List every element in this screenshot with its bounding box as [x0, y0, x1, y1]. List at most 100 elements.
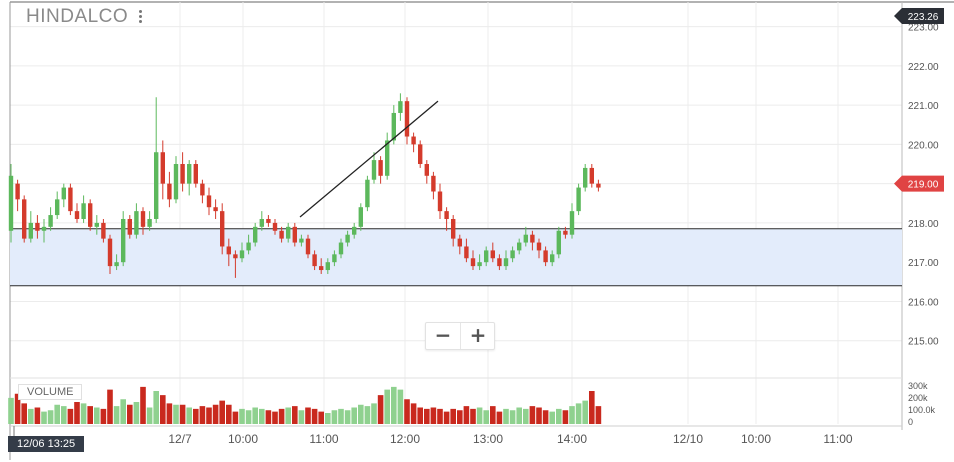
- volume-bar: [371, 403, 377, 424]
- volume-bar: [61, 406, 67, 424]
- volume-bar: [397, 389, 404, 424]
- volume-bar: [206, 407, 212, 424]
- volume-bar: [476, 407, 483, 424]
- volume-bar: [272, 411, 278, 424]
- candle: [292, 222, 297, 247]
- candle: [464, 238, 469, 263]
- candle: [517, 238, 522, 255]
- volume-label: VOLUME: [18, 384, 83, 400]
- candle: [576, 183, 581, 216]
- volume-bar: [28, 408, 34, 424]
- volume-bar: [483, 410, 489, 424]
- volume-bar: [384, 389, 390, 424]
- candle: [312, 250, 317, 271]
- svg-text:219.00: 219.00: [908, 180, 939, 191]
- candle: [193, 160, 198, 188]
- candle: [418, 140, 423, 168]
- more-options-icon[interactable]: [136, 8, 144, 26]
- volume-bar: [173, 404, 179, 424]
- candle: [61, 183, 66, 208]
- volume-bar: [245, 410, 252, 424]
- volume-bar: [443, 411, 450, 424]
- candle: [41, 218, 47, 243]
- candle: [206, 187, 212, 216]
- price-tick-label: 216.00: [908, 297, 939, 308]
- candle: [15, 179, 20, 212]
- volume-bar: [542, 410, 549, 424]
- time-tick-label: 11:00: [823, 432, 852, 446]
- candle: [160, 140, 165, 200]
- candle: [536, 238, 542, 259]
- zoom-in-button[interactable]: +: [460, 323, 495, 349]
- volume-bar: [14, 393, 21, 424]
- volume-bar: [219, 400, 225, 424]
- candle: [246, 234, 251, 255]
- volume-bar: [364, 406, 371, 424]
- volume-bar: [470, 408, 476, 424]
- candle: [319, 258, 324, 274]
- volume-bar: [404, 399, 410, 424]
- volume-bar: [523, 408, 529, 424]
- candle: [55, 191, 60, 219]
- trendline[interactable]: [299, 100, 439, 218]
- trendline-segment: [299, 100, 439, 218]
- candle: [200, 179, 205, 204]
- price-tick-label: 218.00: [908, 219, 939, 230]
- volume-bar: [34, 407, 41, 424]
- price-tick-label: 215.00: [908, 337, 939, 348]
- volume-bar: [463, 406, 470, 424]
- candle: [583, 164, 588, 192]
- price-tick-label: 220.00: [908, 140, 939, 151]
- candle: [154, 97, 159, 223]
- volume-bar: [298, 410, 305, 424]
- candle: [470, 250, 476, 271]
- candle: [484, 246, 489, 267]
- candle: [94, 215, 99, 235]
- volume-bar: [595, 406, 602, 424]
- volume-bar: [252, 407, 258, 424]
- volume-bar: [186, 407, 192, 424]
- candle: [213, 199, 218, 219]
- volume-bar: [100, 408, 107, 424]
- volume-bar: [391, 386, 397, 424]
- grid-lines: [9, 1, 954, 460]
- volume-bar: [199, 406, 206, 424]
- candle: [286, 222, 291, 243]
- candle: [431, 171, 436, 200]
- candle: [338, 238, 344, 259]
- volume-bar: [146, 407, 153, 424]
- candle: [305, 234, 311, 259]
- time-tick-label: 10:00: [228, 432, 258, 446]
- volume-bar: [311, 408, 318, 424]
- volume-bar: [437, 408, 443, 424]
- volume-bar: [285, 407, 291, 424]
- volume-bar: [509, 410, 516, 424]
- candle: [22, 195, 27, 243]
- volume-bar: [67, 408, 74, 424]
- time-axis: 12/7 10:00 11:00 12:00 13:00 14:00 12/10 10:00 1…: [13, 426, 853, 446]
- volume-bar: [140, 386, 146, 424]
- volume-bar: [107, 389, 113, 424]
- volume-bar: [153, 391, 159, 424]
- volume-bar: [47, 410, 54, 424]
- candle: [140, 207, 146, 235]
- price-band: [10, 228, 902, 287]
- candle: [35, 215, 40, 239]
- volume-bar: [338, 408, 344, 424]
- volume-bar: [127, 404, 133, 424]
- time-tick-label: 14:00: [557, 432, 587, 446]
- volume-bar: [503, 408, 509, 424]
- zoom-out-button[interactable]: −: [434, 323, 452, 347]
- volume-bar: [87, 406, 93, 424]
- candle: [457, 234, 462, 255]
- candle: [68, 183, 73, 216]
- candle: [325, 258, 330, 274]
- time-tick-label: 12:00: [390, 432, 420, 446]
- volume-bar: [424, 408, 430, 424]
- candle: [272, 218, 278, 235]
- candle: [81, 195, 86, 223]
- zoom-controls: − +: [425, 322, 495, 350]
- candle: [490, 242, 495, 263]
